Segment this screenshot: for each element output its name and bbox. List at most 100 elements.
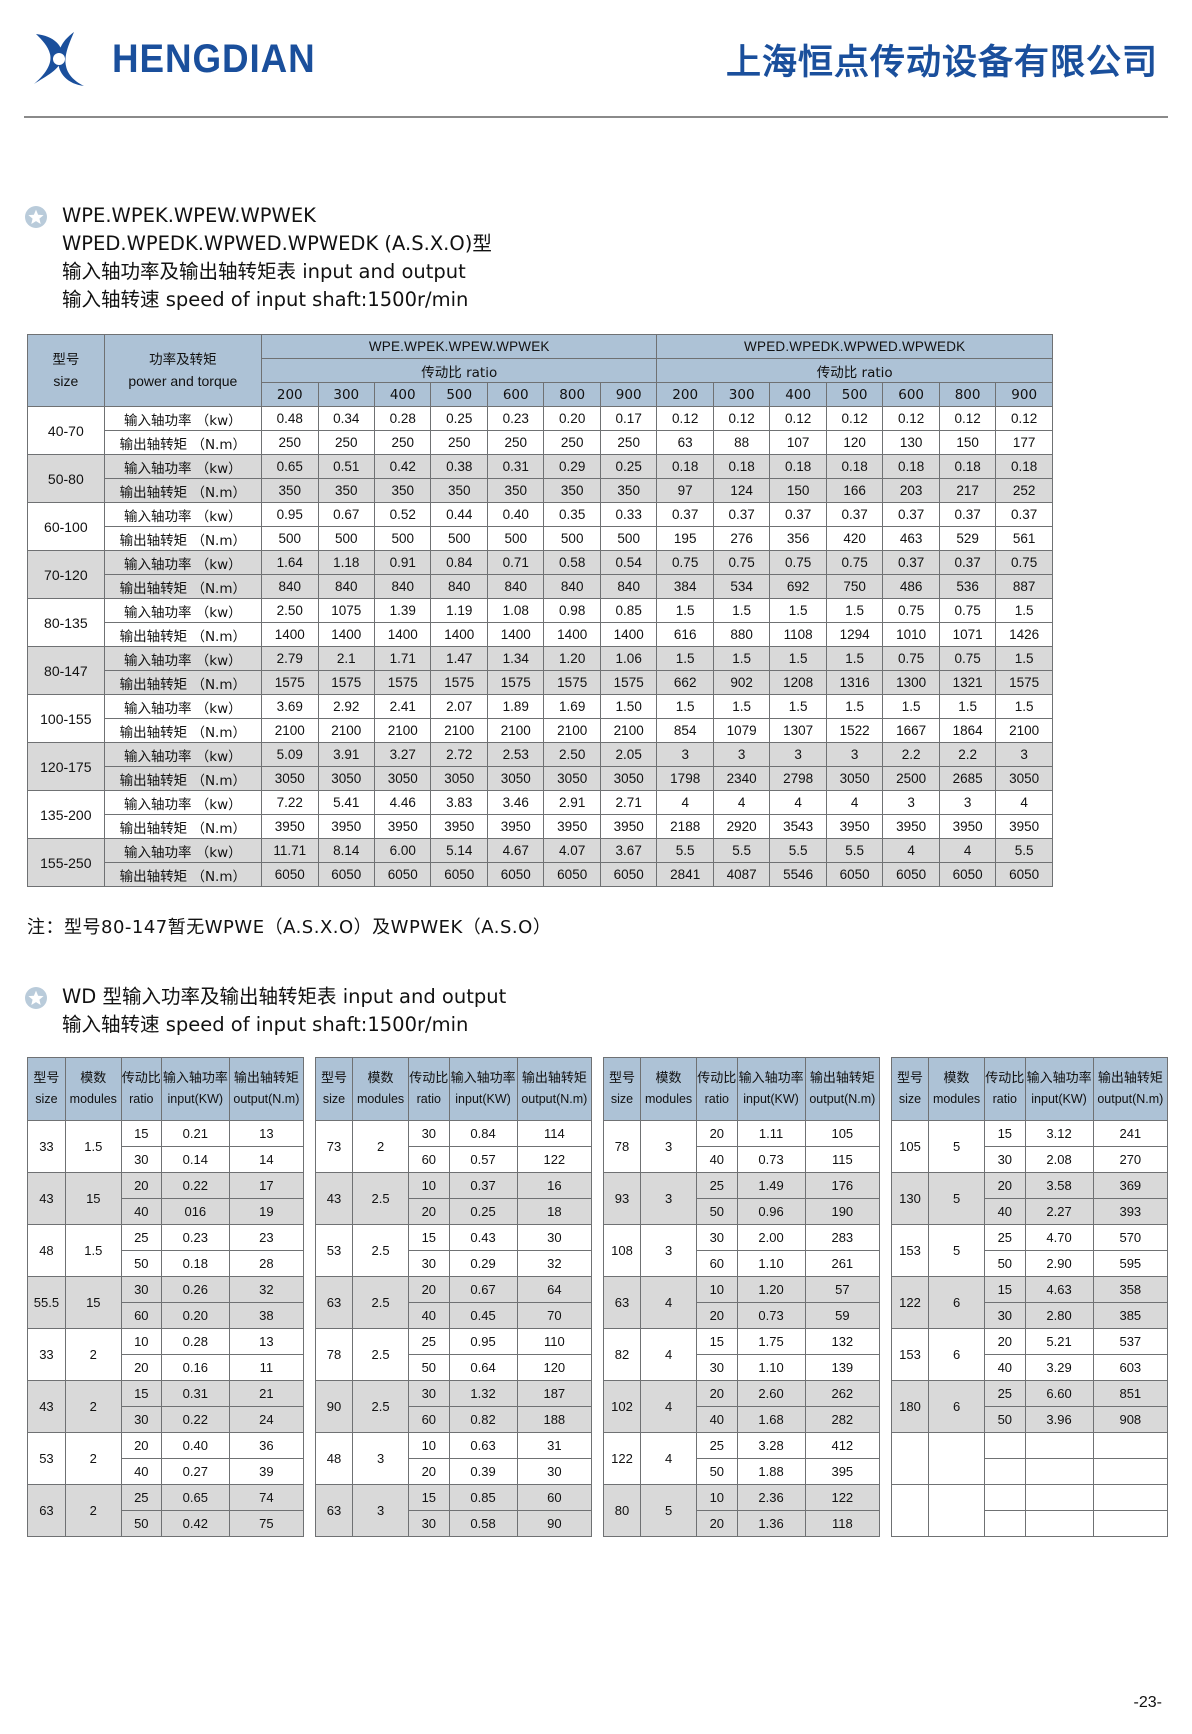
wd-cell-input: 0.95 [448,1328,518,1355]
cell-power-value: 0.31 [486,454,545,479]
cell-torque-value: 840 [430,574,488,599]
cell-row-label-power: 输入轴功率 （kw） [103,694,263,719]
wd-cell-input: 5.21 [1024,1328,1094,1355]
cell-row-label-torque: 输出轴转矩 （N.m） [103,766,263,791]
cell-power-value: 0.52 [373,502,432,527]
wd-table-row: 40 1.68 282 [604,1406,881,1433]
cell-torque-value: 6050 [486,862,545,887]
wd-table-row: 78 3 20 1.11 105 [602,1120,881,1173]
wd-col-header-ratio: 传动比 ratio [408,1057,450,1121]
wd-col-header-output: 输出轴转矩 output(N.m) [804,1057,881,1121]
cell-power-value: 1.5 [712,694,771,719]
cell-power-value: 3.27 [373,742,432,767]
wd-table-row: 20 0.16 11 [28,1354,305,1381]
cell-row-label-power: 输入轴功率 （kw） [103,406,263,431]
wd-cell-output: 90 [516,1510,593,1537]
cell-torque-value: 880 [712,622,771,647]
wd-cell-input: 0.43 [448,1224,518,1251]
wd-cell-output: 105 [804,1120,881,1147]
wd-table-row: 30 2.80 385 [892,1302,1169,1329]
wd-cell-output: 139 [804,1354,881,1381]
cell-power-value: 0.18 [769,454,827,479]
ratio-col-wped-800: 800 [938,382,997,407]
wd-cell-input: 0.67 [448,1276,518,1303]
cell-torque-value: 500 [486,526,545,551]
wd-cell-output: 115 [804,1146,881,1173]
wd-cell-ratio: 15 [984,1120,1026,1147]
cell-torque-value: 250 [486,430,545,455]
wd-table-row: 78 2.5 25 0.95 110 [314,1328,593,1381]
wd-cell-input [1024,1432,1094,1459]
table-row: 70-120 输入轴功率 （kw） 1.64 1.18 0.91 0.84 0.71 0.58… [27,550,1053,599]
cell-torque-value: 350 [430,478,488,503]
cell-torque-value: 6050 [599,862,658,887]
cell-power-value: 0.75 [995,550,1053,575]
header-row-ratio-values: 200 300 400 500 600 800 900 200 300 400 500 600 800 9… [28,382,1053,407]
cell-power-value: 0.75 [882,646,940,671]
col-header-size-en: size [53,372,79,389]
wd-cell-modules: 3 [352,1432,410,1485]
wd-header-row: 型号 size 模数 modules 传动比 ratio 输入轴功率 input(KW) 输出轴… [890,1057,1169,1121]
wd-cell-output: 393 [1092,1198,1169,1225]
cell-torque-value: 88 [712,430,771,455]
wd-cell-ratio: 15 [408,1484,450,1511]
cell-torque-value: 1079 [712,718,771,743]
wd-cell-output: 176 [804,1172,881,1199]
cell-torque-value: 4087 [712,862,771,887]
table-row: 80-147 输入轴功率 （kw） 2.79 2.1 1.71 1.47 1.34 1.20 1… [27,646,1053,695]
cell-power-value: 2.2 [938,742,997,767]
wd-cell-output: 395 [804,1458,881,1485]
wd-cell-output [1092,1510,1169,1537]
cell-power-value: 0.25 [430,406,488,431]
wd-cell-input: 0.73 [736,1146,806,1173]
wd-cell-ratio [984,1510,1026,1537]
cell-power-value: 1.5 [769,598,827,623]
wd-cell-output: 385 [1092,1302,1169,1329]
wd-cell-modules: 1.5 [64,1120,122,1173]
cell-torque-value: 1208 [769,670,827,695]
cell-torque-value: 177 [995,430,1053,455]
cell-size: 155-250 [27,838,105,887]
wd-cell-input [1024,1510,1094,1537]
wd-cell-ratio: 20 [984,1328,1026,1355]
cell-power-value: 0.75 [769,550,827,575]
wd-cell-modules: 5 [928,1172,986,1225]
cell-torque-value: 902 [712,670,771,695]
wd-cell-output: 21 [228,1380,305,1407]
wd-cell-output: 31 [516,1432,593,1459]
wd-cell-ratio: 40 [696,1406,738,1433]
wd-cell-input: 0.73 [736,1302,806,1329]
ratio-col-wped-300: 300 [712,382,771,407]
table-row: 输出轴转矩 （N.m） 2100 2100 2100 2100 2100 2100 2100 8… [28,718,1053,743]
table-row: 155-250 输入轴功率 （kw） 11.71 8.14 6.00 5.14 4.67 4.… [27,838,1053,887]
wd-cell-input: 2.36 [736,1484,806,1511]
cell-torque-value: 616 [656,622,714,647]
cell-torque-value: 3950 [317,814,376,839]
cell-power-value: 0.12 [825,406,884,431]
cell-torque-value: 2100 [261,718,319,743]
cell-torque-value: 6050 [373,862,432,887]
wd-col-header-modules: 模数 modules [352,1057,410,1121]
wd-cell-output: 60 [516,1484,593,1511]
wd-cell-output: 64 [516,1276,593,1303]
wd-table-row: 43 2 15 0.31 21 [27,1380,305,1433]
cell-torque-value: 1294 [825,622,884,647]
wd-cell-size: 63 [602,1276,642,1329]
cell-power-value: 0.37 [882,502,940,527]
wd-cell-size: 63 [27,1484,66,1537]
cell-power-value: 0.67 [317,502,376,527]
wd-cell-output [1092,1484,1169,1511]
wd-cell-input: 3.29 [1024,1354,1094,1381]
cell-row-label-torque: 输出轴转矩 （N.m） [103,574,263,599]
cell-torque-value: 3950 [995,814,1053,839]
wd-table-row: 33 2 10 0.28 13 [27,1328,305,1381]
wd-table-row: 30 2.08 270 [892,1146,1169,1173]
cell-power-value: 0.75 [656,550,714,575]
wd-table-row [892,1458,1169,1485]
wd-cell-input: 2.90 [1024,1250,1094,1277]
ratio-col-wpe-300: 300 [317,382,376,407]
wd-cell-input: 0.16 [160,1354,230,1381]
cell-torque-value: 150 [769,478,827,503]
wd-col-header-size: 型号 size [314,1057,354,1121]
cell-power-value: 2.92 [317,694,376,719]
